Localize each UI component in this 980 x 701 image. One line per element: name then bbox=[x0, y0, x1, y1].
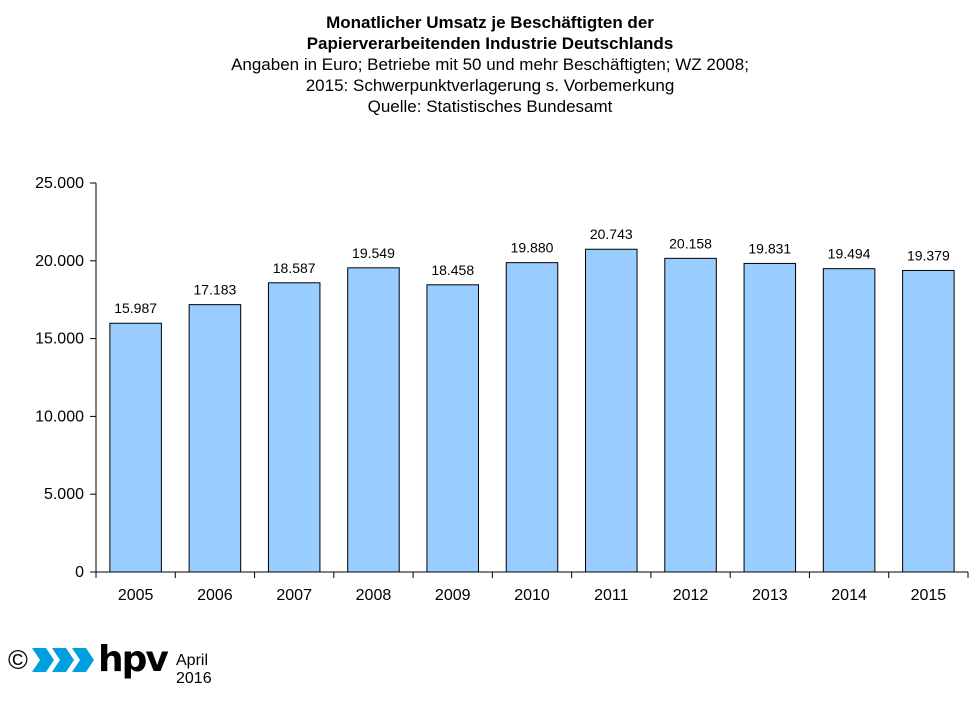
bar-2015 bbox=[902, 269, 955, 573]
data-label-2006: 17.183 bbox=[193, 282, 236, 298]
chart-subtitle-line-1: Angaben in Euro; Betriebe mit 50 und meh… bbox=[231, 55, 749, 74]
x-tick-label-2011: 2011 bbox=[594, 587, 629, 604]
bar-2012 bbox=[664, 257, 717, 573]
data-label-2012: 20.158 bbox=[669, 235, 712, 251]
bar-2007 bbox=[267, 282, 321, 573]
x-tick-label-2015: 2015 bbox=[911, 587, 947, 604]
chart-subtitle-line-2: 2015: Schwerpunktverlagerung s. Vorbemer… bbox=[305, 76, 675, 95]
bar-2008 bbox=[347, 267, 400, 573]
x-tick-label-2012: 2012 bbox=[673, 587, 709, 604]
hpv-logo-text: hpv bbox=[98, 639, 169, 680]
chart-title-line-2: Papierverarbeitenden Industrie Deutschla… bbox=[306, 34, 674, 53]
bar-2013 bbox=[743, 262, 797, 573]
bars: 15.987 17.183 18.587 19.549 18.458 19.880 20.7… bbox=[109, 226, 955, 573]
copyright-symbol: © bbox=[8, 645, 28, 675]
x-tick-label-2007: 2007 bbox=[276, 587, 312, 604]
x-tick-label-2006: 2006 bbox=[197, 587, 233, 604]
bar-2005 bbox=[109, 322, 162, 573]
x-tick-label-2013: 2013 bbox=[752, 587, 788, 604]
y-tick-label: 10.000 bbox=[35, 408, 84, 425]
x-axis: 2005 2006 2007 2008 2009 2010 2011 2012 2013 2014… bbox=[95, 571, 969, 604]
chart-subtitle-line-3: Quelle: Statistisches Bundesamt bbox=[367, 97, 613, 116]
x-tick-label-2005: 2005 bbox=[118, 587, 154, 604]
bar-2011 bbox=[585, 248, 638, 573]
y-axis: 0 5.000 10.000 15.000 20.000 25.000 bbox=[35, 175, 97, 581]
x-tick-label-2014: 2014 bbox=[831, 587, 867, 604]
y-tick-label: 5.000 bbox=[44, 486, 84, 503]
x-tick-label-2010: 2010 bbox=[514, 587, 550, 604]
data-label-2014: 19.494 bbox=[828, 246, 871, 262]
bar-chart: 0 5.000 10.000 15.000 20.000 25.000 15.987 17.… bbox=[35, 175, 969, 604]
bar-2009 bbox=[426, 284, 479, 573]
data-label-2007: 18.587 bbox=[273, 260, 316, 276]
y-tick-label: 20.000 bbox=[35, 253, 84, 270]
hpv-arrows-logo-icon bbox=[32, 648, 94, 672]
bar-2010 bbox=[505, 262, 559, 573]
chart-title-line-1: Monatlicher Umsatz je Beschäftigten der bbox=[326, 13, 654, 32]
data-label-2015: 19.379 bbox=[907, 247, 950, 263]
chart-title-block: Monatlicher Umsatz je Beschäftigten der … bbox=[0, 12, 980, 117]
x-tick-label-2009: 2009 bbox=[435, 587, 471, 604]
data-label-2005: 15.987 bbox=[114, 300, 157, 316]
x-tick-label-2008: 2008 bbox=[356, 587, 392, 604]
bar-2014 bbox=[822, 268, 876, 573]
data-label-2011: 20.743 bbox=[590, 226, 633, 242]
data-label-2009: 18.458 bbox=[431, 262, 474, 278]
data-label-2013: 19.831 bbox=[748, 240, 791, 256]
y-tick-label: 25.000 bbox=[35, 175, 84, 192]
footer-date: April 2016 bbox=[176, 652, 212, 687]
y-tick-label: 15.000 bbox=[35, 331, 84, 348]
data-label-2008: 19.549 bbox=[352, 245, 395, 261]
bar-2006 bbox=[188, 304, 242, 573]
y-tick-label: 0 bbox=[75, 564, 84, 581]
data-label-2010: 19.880 bbox=[511, 240, 554, 256]
